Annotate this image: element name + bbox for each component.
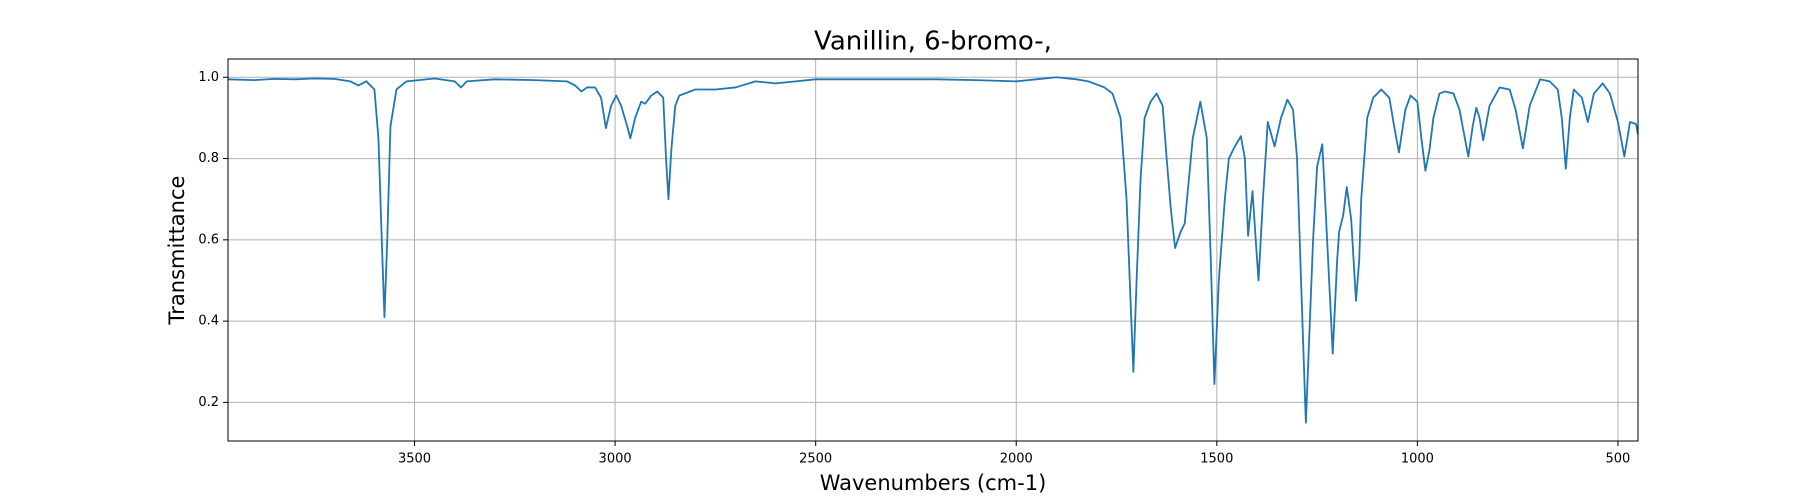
x-tick-label: 500 — [1606, 452, 1631, 467]
x-tick-label: 3000 — [599, 452, 632, 467]
plot-frame — [227, 58, 1639, 442]
x-tick-label: 2000 — [1000, 452, 1033, 467]
y-tick-label: 0.6 — [198, 232, 219, 247]
y-axis-label: Transmittance — [165, 176, 189, 326]
x-tick-label: 1000 — [1401, 452, 1434, 467]
spectrum-line — [227, 76, 1639, 424]
chart-title: Vanillin, 6-bromo-, — [814, 27, 1052, 57]
y-tick-label: 0.8 — [198, 151, 219, 166]
x-tick-label: 1500 — [1200, 452, 1233, 467]
x-axis-label: Wavenumbers (cm-1) — [820, 471, 1047, 495]
x-tick-label: 3500 — [398, 452, 431, 467]
x-tick-label: 2500 — [799, 452, 832, 467]
y-tick-label: 1.0 — [198, 70, 219, 85]
y-tick-label: 0.2 — [198, 395, 219, 410]
y-tick-label: 0.4 — [198, 314, 219, 329]
